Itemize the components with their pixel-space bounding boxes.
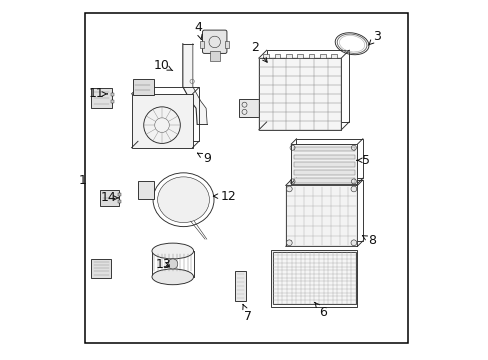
Polygon shape	[290, 144, 357, 184]
Bar	[110, 100, 114, 103]
Bar	[330, 54, 336, 58]
Bar	[319, 54, 325, 58]
Text: 7: 7	[243, 304, 252, 323]
Bar	[285, 54, 291, 58]
Text: 9: 9	[197, 152, 210, 165]
FancyBboxPatch shape	[293, 154, 354, 159]
Bar	[235, 271, 245, 301]
Bar	[200, 41, 204, 48]
FancyBboxPatch shape	[91, 259, 111, 278]
Circle shape	[286, 240, 292, 246]
Bar	[118, 200, 121, 203]
Bar	[274, 54, 280, 58]
FancyBboxPatch shape	[209, 51, 219, 60]
Ellipse shape	[152, 243, 193, 259]
FancyBboxPatch shape	[132, 79, 153, 95]
Text: 10: 10	[154, 59, 172, 72]
Bar	[308, 54, 314, 58]
Circle shape	[167, 259, 178, 269]
Text: 6: 6	[314, 302, 326, 319]
FancyBboxPatch shape	[138, 181, 153, 199]
Ellipse shape	[152, 269, 193, 285]
Text: 8: 8	[362, 234, 375, 247]
Bar	[271, 249, 357, 307]
Polygon shape	[285, 185, 357, 246]
Text: 1: 1	[78, 174, 86, 186]
FancyBboxPatch shape	[293, 162, 354, 167]
FancyBboxPatch shape	[293, 178, 354, 183]
Polygon shape	[131, 94, 192, 148]
Polygon shape	[239, 99, 258, 117]
Bar	[110, 93, 114, 96]
Circle shape	[350, 186, 356, 192]
Text: 11: 11	[89, 87, 107, 100]
Bar	[224, 41, 229, 48]
FancyBboxPatch shape	[293, 170, 354, 175]
Text: 3: 3	[368, 30, 380, 45]
Text: 13: 13	[156, 258, 171, 271]
Text: 14: 14	[100, 192, 119, 204]
Bar	[118, 193, 121, 196]
FancyBboxPatch shape	[100, 190, 119, 206]
FancyBboxPatch shape	[91, 88, 112, 108]
Bar	[273, 252, 355, 304]
Bar	[263, 54, 268, 58]
Polygon shape	[183, 44, 207, 125]
Circle shape	[350, 240, 356, 246]
Text: 12: 12	[213, 190, 236, 203]
Circle shape	[286, 186, 292, 192]
Ellipse shape	[157, 177, 209, 222]
Text: 2: 2	[251, 41, 266, 62]
FancyBboxPatch shape	[202, 30, 226, 53]
Text: 4: 4	[194, 21, 202, 40]
FancyBboxPatch shape	[293, 147, 354, 151]
Bar	[297, 54, 303, 58]
Polygon shape	[258, 58, 341, 130]
Text: 5: 5	[356, 154, 370, 167]
